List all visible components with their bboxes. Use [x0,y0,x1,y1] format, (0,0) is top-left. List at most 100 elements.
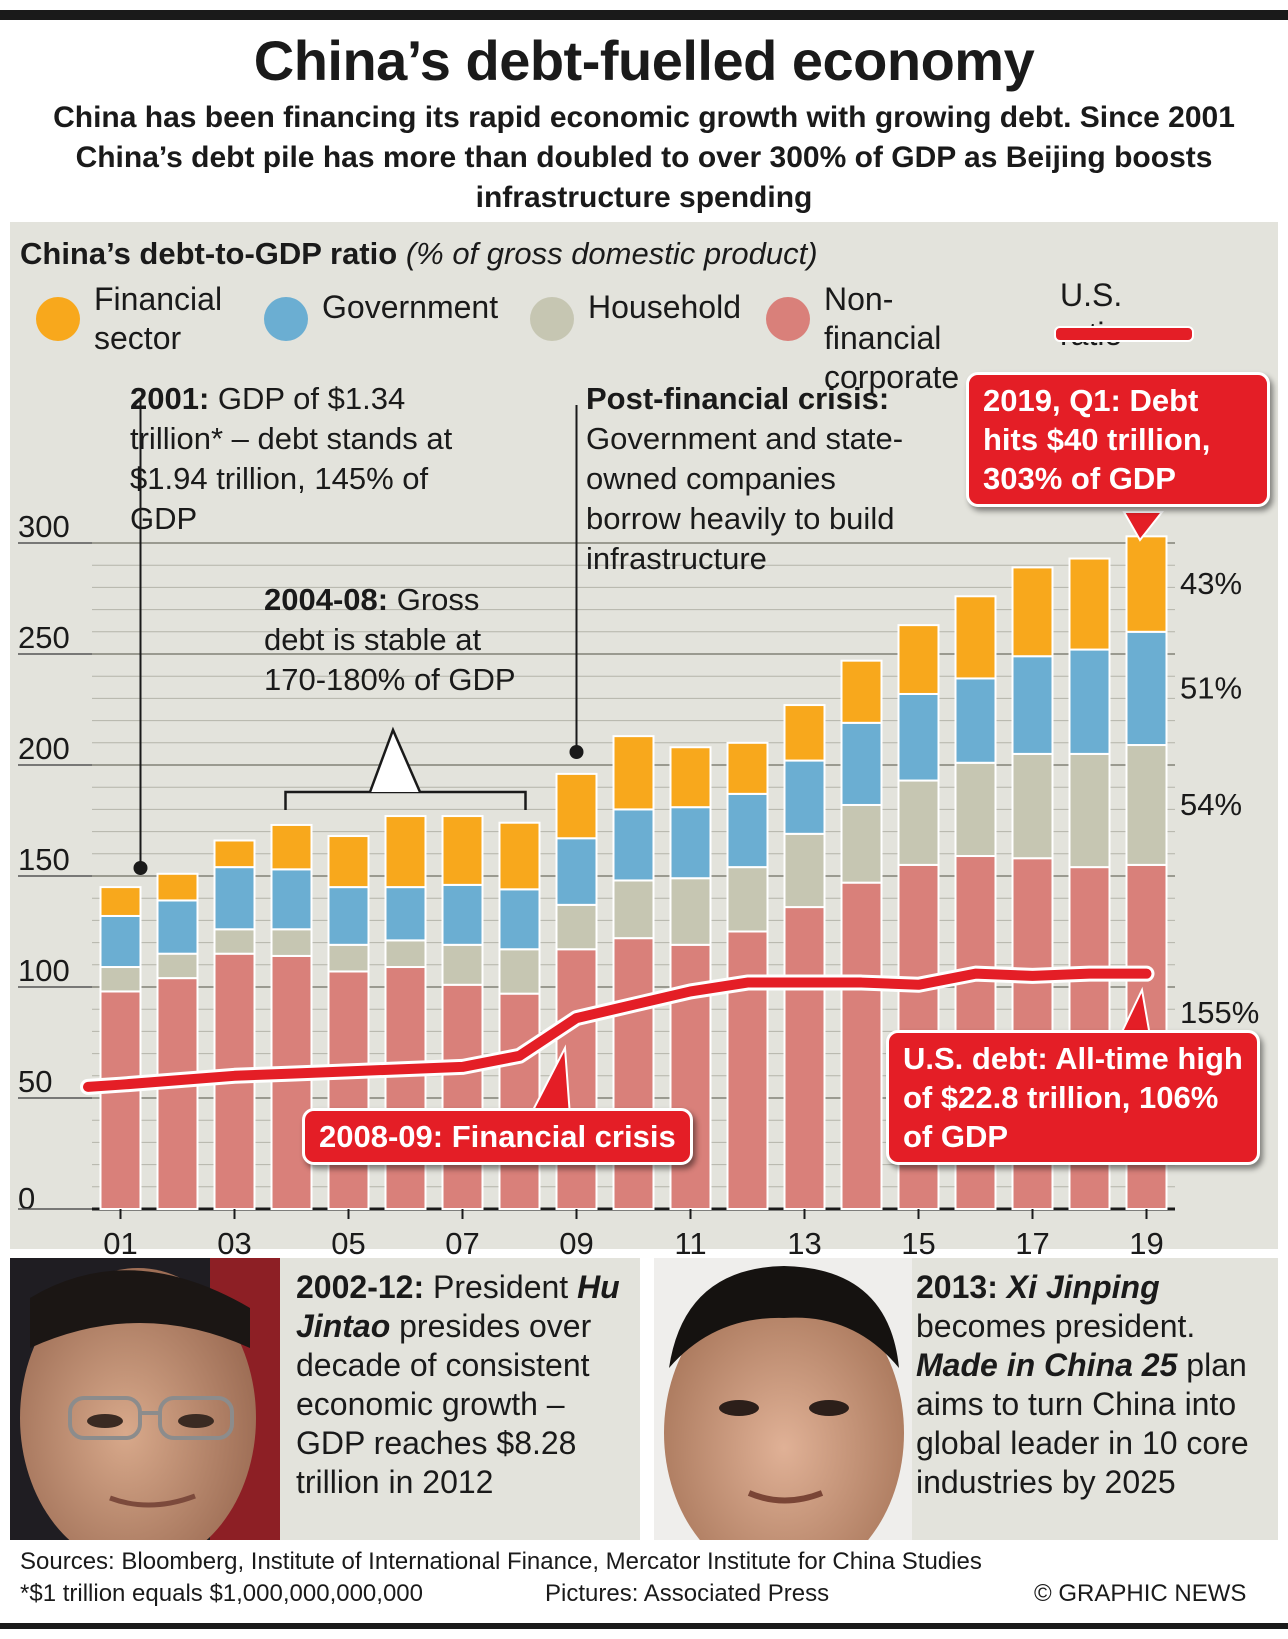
footnote: *$1 trillion equals $1,000,000,000,000 [20,1580,423,1607]
bar-segment [840,659,883,724]
leader-dot-2001 [133,861,148,875]
callout-us-debt: U.S. debt: All-time high of $22.8 trilli… [886,1030,1260,1165]
chart-heading-unit: (% of gross domestic product) [405,236,818,271]
legend-swatch-financial [36,297,80,341]
xi-caption-t2: plan aims to turn China into global lead… [916,1347,1249,1500]
bar-segment [897,692,940,782]
chart-heading: China’s debt-to-GDP ratio (% of gross do… [20,236,818,272]
legend-line-us-ratio [1054,326,1194,342]
annotation-2001-text: GDP of $1.34 trillion* – debt stands at … [130,381,453,536]
bar-segment [441,943,484,986]
bar-segment [612,808,655,882]
share-label: 51% [1180,670,1242,705]
hu-caption-t1: President [424,1269,578,1305]
bar-segment [1011,752,1054,860]
annotation-post-crisis: Post-financial crisis: Government and st… [586,379,916,579]
y-tick-label: 100 [18,953,70,988]
annotation-2004-08-bold: 2004-08: [264,582,389,617]
callout-2019-pointer [1122,511,1165,542]
bar-segment [897,779,940,866]
callout-2019: 2019, Q1: Debt hits $40 trillion, 303% o… [966,372,1270,507]
annotation-post-crisis-bold: Post-financial crisis: [586,381,890,416]
bar-segment [498,992,541,1210]
bracket-pointer [368,726,422,793]
xi-caption-name: Xi Jinping [1006,1269,1160,1305]
bar-segment [327,886,370,946]
bar-segment [954,677,997,764]
hu-caption-name: Hu Jintao [296,1269,620,1344]
bar-segment [1011,566,1054,658]
bar-segment [1125,535,1168,633]
bar-segment [99,966,142,993]
bar-segment [270,823,313,871]
us-ratio-line [80,965,1155,1095]
bar-segment [954,761,997,858]
xi-caption-plan: Made in China 25 [916,1347,1178,1383]
share-label: 155% [1180,995,1259,1030]
legend-label-corporate: Non-financial corporate [824,281,960,395]
bar-segment [498,948,541,995]
xi-jinping-caption: 2013: Xi Jinping becomes president. Made… [916,1268,1266,1502]
sources-line: Sources: Bloomberg, Institute of Interna… [20,1548,982,1575]
y-tick-label: 200 [18,731,70,766]
y-axis-labels: 0 50 100 150 200 250 300 [18,509,92,1216]
annotation-2001: 2001: GDP of $1.34 trillion* – debt stan… [130,379,490,539]
hu-jintao-caption: 2002-12: President Hu Jintao presides ov… [296,1268,626,1502]
bar-segment [441,815,484,886]
x-tick-label: 07 [445,1226,479,1261]
bar-segment [1125,744,1168,866]
graphic-news-credit: © GRAPHIC NEWS [1034,1580,1247,1607]
bar-segment [441,983,484,1211]
y-tick-label: 50 [18,1064,52,1099]
bar-segment [213,928,256,955]
bar-segment [213,839,256,869]
x-tick-label: 03 [217,1226,251,1261]
bar-segment [1068,752,1111,869]
bar-segment [99,990,142,1210]
hu-jintao-photo [10,1258,280,1540]
bar-segment [726,792,769,869]
bar-segment [840,803,883,884]
bar-segment [99,886,142,917]
bar-segment [783,832,826,909]
x-tick-label: 01 [103,1226,137,1261]
top-rule [0,10,1288,20]
bar-segment [840,881,883,1210]
bracket-2004-08 [284,790,527,810]
bar-segment [783,906,826,1211]
share-label: 54% [1180,787,1242,822]
bar-segment [612,735,655,811]
bar-segment [1068,557,1111,651]
chart-heading-main: China’s debt-to-GDP ratio [20,236,398,271]
bar-segment [384,886,427,942]
annotation-2004-08-text: Gross debt is stable at 170-180% of GDP [264,582,516,697]
xi-jinping-photo [654,1258,912,1540]
y-tick-label: 150 [18,842,70,877]
bar-segment [1125,630,1168,747]
legend-label-government: Government [322,289,499,325]
bar-segment [156,977,199,1210]
y-tick-label: 250 [18,620,70,655]
legend-swatch-household [530,297,574,341]
xi-caption-t1: becomes president. [916,1308,1196,1344]
bar-segment [669,806,712,880]
bar-segment [384,939,427,969]
bar-segment [840,721,883,806]
leader-dot-post-crisis [569,745,584,759]
bar-segment [897,624,940,695]
x-axis-labels: 01 03 05 07 09 11 13 15 17 19 [103,1209,1164,1261]
callout-financial-crisis: 2008-09: Financial crisis [302,1108,693,1165]
bar-segment [213,866,256,931]
bar-segment [270,928,313,957]
bar-segment [156,899,199,955]
page-title: China’s debt-fuelled economy [253,29,1035,92]
x-tick-label: 11 [674,1226,706,1261]
bottom-rule [0,1623,1288,1629]
bar-segment [270,954,313,1210]
y-tick-label: 0 [18,1181,35,1216]
x-tick-label: 15 [901,1226,935,1261]
hu-caption-t2: presides over decade of consistent econo… [296,1308,592,1500]
annotation-leaders [133,400,1165,1117]
bar-segment [612,879,655,940]
bar-segment [327,835,370,889]
